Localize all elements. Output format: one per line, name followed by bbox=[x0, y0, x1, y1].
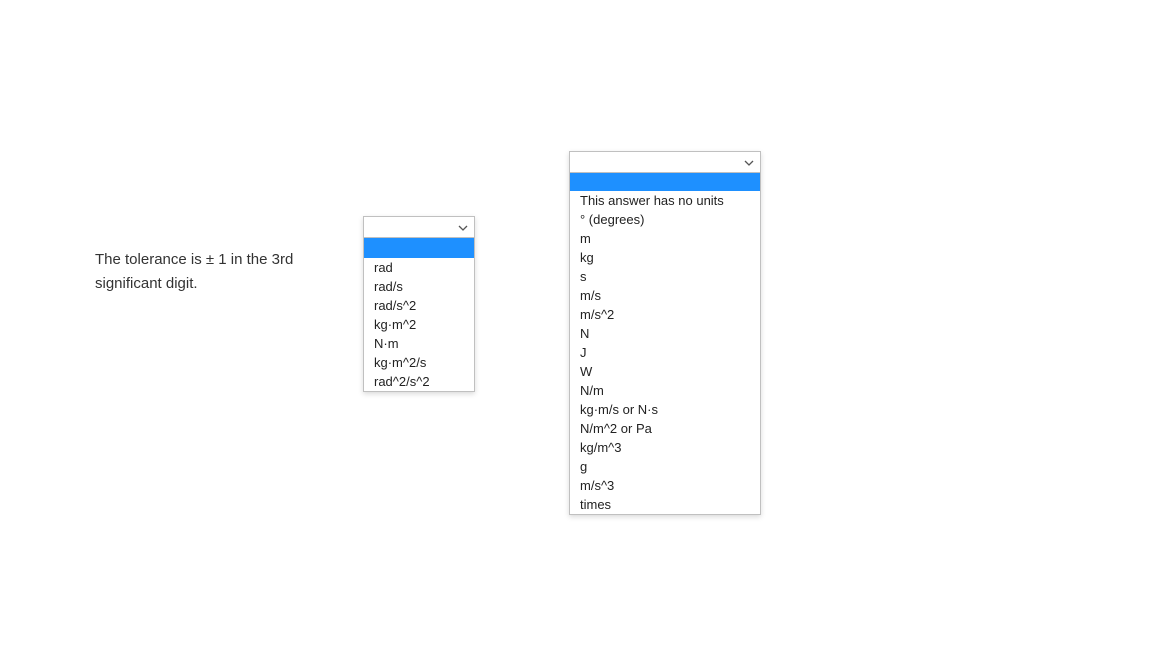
tolerance-note: The tolerance is ± 1 in the 3rd signific… bbox=[95, 248, 345, 296]
dropdown-selected-blank-left[interactable] bbox=[364, 238, 474, 258]
unit-option[interactable]: m bbox=[570, 229, 760, 248]
unit-option[interactable]: rad^2/s^2 bbox=[364, 372, 474, 391]
unit-option[interactable]: N bbox=[570, 324, 760, 343]
unit-option[interactable]: kg·m/s or N·s bbox=[570, 400, 760, 419]
unit-option[interactable]: rad/s^2 bbox=[364, 296, 474, 315]
unit-option[interactable]: kg/m^3 bbox=[570, 438, 760, 457]
units-dropdown-left[interactable]: rad rad/s rad/s^2 kg·m^2 N·m kg·m^2/s ra… bbox=[363, 216, 475, 392]
unit-option[interactable]: kg·m^2/s bbox=[364, 353, 474, 372]
dropdown-header-left[interactable] bbox=[364, 217, 474, 238]
unit-option[interactable]: times bbox=[570, 495, 760, 514]
unit-option[interactable]: J bbox=[570, 343, 760, 362]
unit-option[interactable]: rad bbox=[364, 258, 474, 277]
unit-option[interactable]: ° (degrees) bbox=[570, 210, 760, 229]
unit-option[interactable]: kg bbox=[570, 248, 760, 267]
unit-option[interactable]: W bbox=[570, 362, 760, 381]
units-dropdown-right[interactable]: This answer has no units ° (degrees) m k… bbox=[569, 151, 761, 515]
unit-option[interactable]: rad/s bbox=[364, 277, 474, 296]
unit-option[interactable]: N/m^2 or Pa bbox=[570, 419, 760, 438]
dropdown-header-right[interactable] bbox=[570, 152, 760, 173]
unit-option[interactable]: kg·m^2 bbox=[364, 315, 474, 334]
unit-option[interactable]: m/s^3 bbox=[570, 476, 760, 495]
chevron-down-icon bbox=[744, 158, 754, 168]
chevron-down-icon bbox=[458, 223, 468, 233]
dropdown-selected-blank-right[interactable] bbox=[570, 173, 760, 191]
unit-option[interactable]: This answer has no units bbox=[570, 191, 760, 210]
unit-option[interactable]: s bbox=[570, 267, 760, 286]
unit-option[interactable]: m/s^2 bbox=[570, 305, 760, 324]
unit-option[interactable]: m/s bbox=[570, 286, 760, 305]
unit-option[interactable]: N/m bbox=[570, 381, 760, 400]
unit-option[interactable]: g bbox=[570, 457, 760, 476]
unit-option[interactable]: N·m bbox=[364, 334, 474, 353]
